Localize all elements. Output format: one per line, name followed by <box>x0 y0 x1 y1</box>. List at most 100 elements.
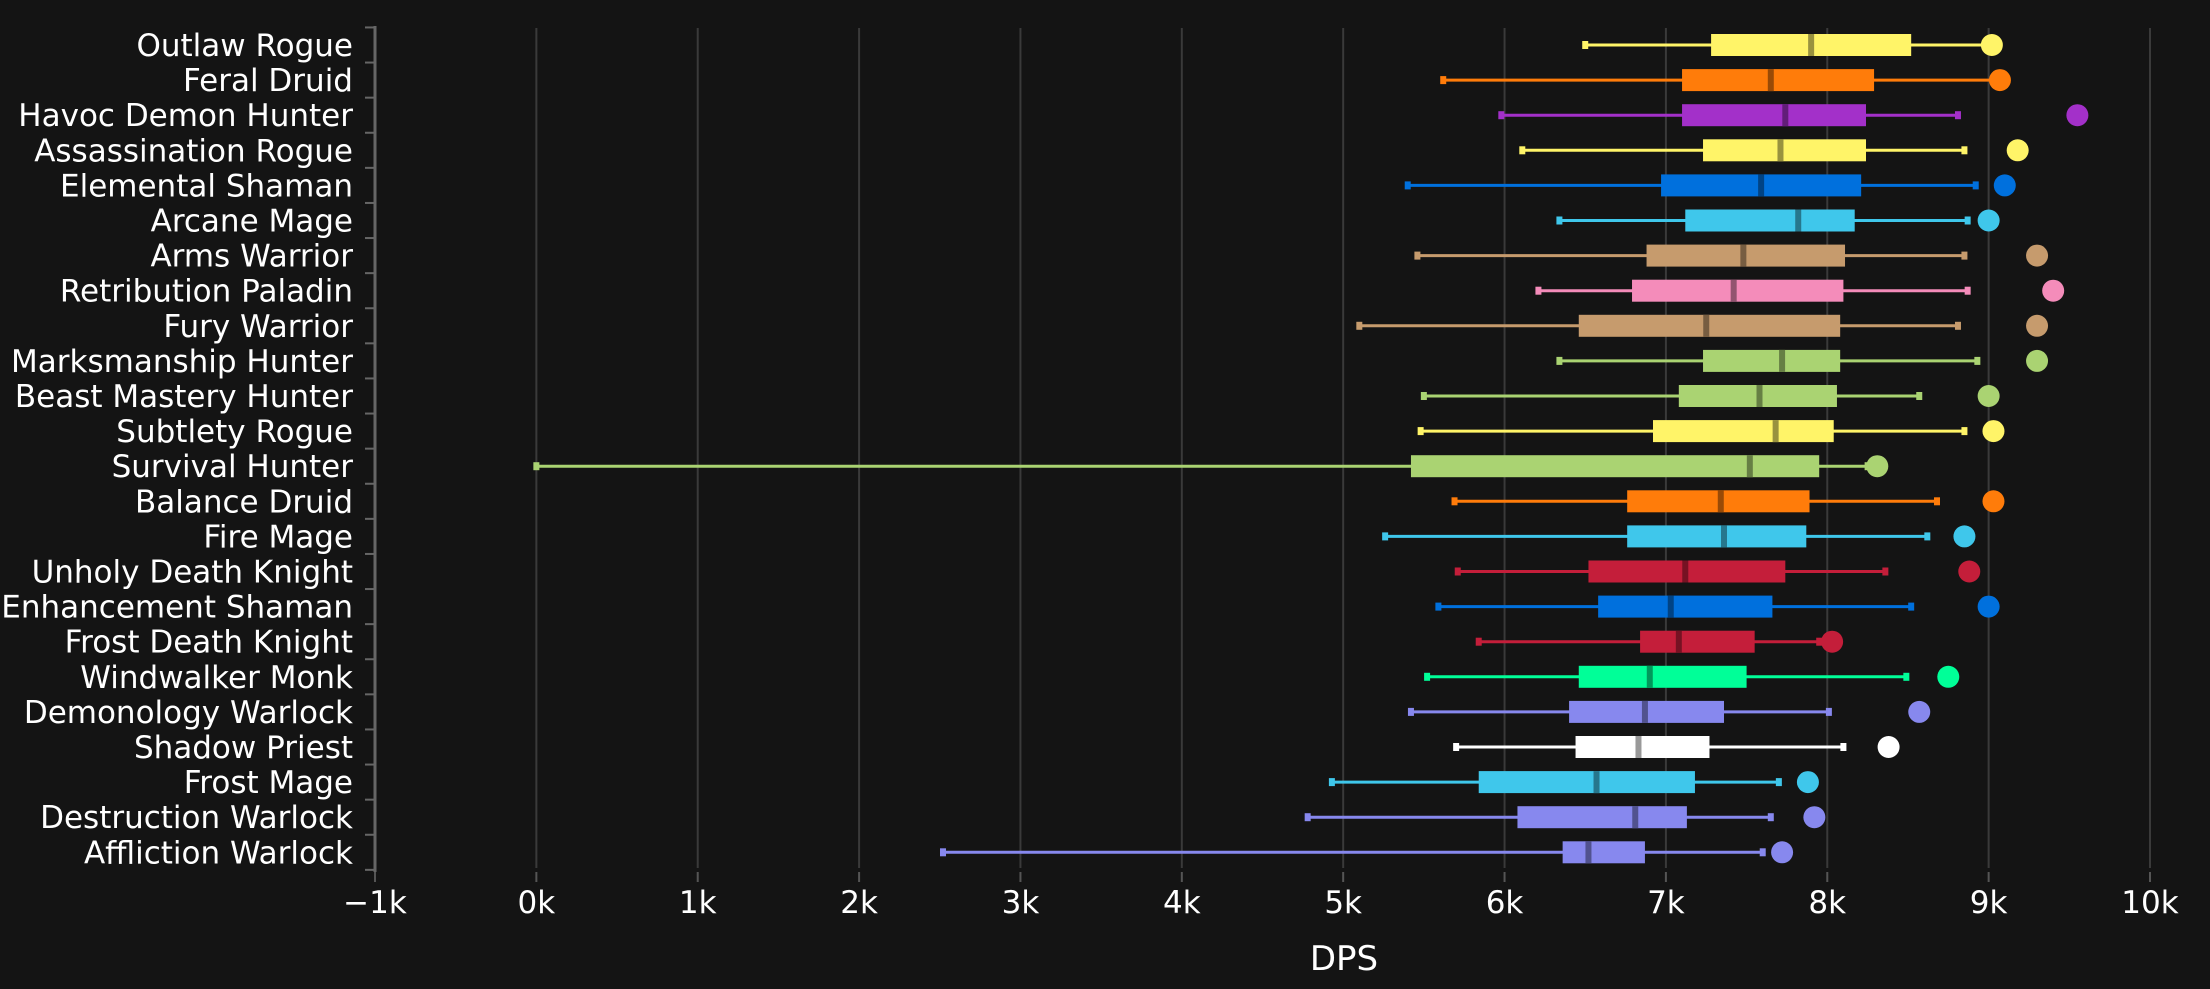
x-tick-label: 7k <box>1647 885 1685 921</box>
median-mark <box>1730 279 1737 302</box>
category-label: Demonology Warlock <box>24 695 353 731</box>
whisker-min-cap <box>1453 743 1460 751</box>
category-label: Retribution Paladin <box>60 274 353 310</box>
category-label: Arms Warrior <box>150 239 353 275</box>
box-outlaw-rogue <box>1582 34 2003 56</box>
iqr-box <box>1685 209 1855 232</box>
whisker-min-cap <box>940 848 946 857</box>
category-label: Unholy Death Knight <box>32 555 353 591</box>
x-tick-label: −1k <box>343 885 407 921</box>
median-mark <box>1740 244 1747 267</box>
category-label: Havoc Demon Hunter <box>18 98 353 134</box>
outlier-point <box>1982 490 2005 513</box>
category-label: Assassination Rogue <box>34 133 353 169</box>
category-label: Destruction Warlock <box>40 800 353 836</box>
whisker-max-cap <box>1954 321 1961 330</box>
category-label: Subtlety Rogue <box>116 414 353 450</box>
outlier-point <box>1877 736 1900 758</box>
category-label: Beast Mastery Hunter <box>15 379 353 415</box>
outlier-point <box>1771 841 1794 864</box>
grid-layer <box>535 28 2151 868</box>
x-tick-label: 6k <box>1486 885 1524 921</box>
box-unholy-death-knight <box>1454 560 1981 583</box>
whisker-max-cap <box>1961 427 1968 436</box>
category-label: Frost Mage <box>184 765 353 801</box>
median-mark <box>1772 420 1779 443</box>
whisker-max-cap <box>1964 216 1971 225</box>
outlier-point <box>1908 700 1931 723</box>
x-tick-label: 4k <box>1163 885 1201 921</box>
iqr-box <box>1562 841 1645 864</box>
category-label: Frost Death Knight <box>65 625 353 661</box>
iqr-box <box>1682 69 1875 92</box>
box-subtlety-rogue <box>1417 420 2005 443</box>
outlier-point <box>1980 34 2003 56</box>
whisker-min-cap <box>1328 778 1335 787</box>
outlier-point <box>1977 209 2000 232</box>
x-tick-label: 8k <box>1808 885 1846 921</box>
median-mark <box>1646 665 1653 688</box>
whisker-max-cap <box>1954 111 1961 120</box>
outlier-point <box>1993 174 2016 197</box>
median-mark <box>1721 525 1727 548</box>
whisker-max-cap <box>1759 848 1766 857</box>
x-tick-label: 3k <box>1002 885 1040 921</box>
whisker-max-cap <box>1908 602 1915 611</box>
median-mark <box>1703 314 1710 337</box>
iqr-box <box>1598 595 1773 618</box>
outlier-point <box>1937 665 1960 688</box>
box-arms-warrior <box>1414 244 2049 267</box>
category-label: Elemental Shaman <box>60 168 353 204</box>
median-mark <box>1632 806 1639 829</box>
iqr-box <box>1653 420 1834 443</box>
outlier-point <box>1821 630 1844 653</box>
box-retribution-paladin <box>1535 279 2065 302</box>
whisker-max-cap <box>1964 286 1971 295</box>
median-mark <box>1777 139 1784 162</box>
box-affliction-warlock <box>940 841 1794 864</box>
whisker-max-cap <box>1974 356 1981 365</box>
outlier-point <box>1988 69 2011 92</box>
box-frost-mage <box>1328 771 1819 794</box>
median-mark <box>1808 34 1815 56</box>
whisker-min-cap <box>1417 427 1424 436</box>
x-tick-label: 1k <box>679 885 717 921</box>
outlier-point <box>2066 104 2089 127</box>
x-tick-label: 2k <box>840 885 878 921</box>
box-shadow-priest <box>1453 736 1900 758</box>
median-mark <box>1593 771 1600 794</box>
median-mark <box>1782 104 1789 127</box>
whisker-max-cap <box>1825 707 1832 716</box>
whisker-min-cap <box>1451 497 1458 506</box>
whisker-max-cap <box>1972 181 1979 190</box>
iqr-box <box>1517 806 1687 829</box>
median-mark <box>1635 736 1642 758</box>
outlier-point <box>1866 455 1889 478</box>
whisker-min-cap <box>1519 146 1526 155</box>
outlier-point <box>2042 279 2065 302</box>
median-mark <box>1641 700 1648 723</box>
iqr-box <box>1703 349 1841 372</box>
whisker-min-cap <box>1382 532 1389 541</box>
category-label: Affliction Warlock <box>84 835 353 871</box>
iqr-box <box>1627 525 1807 548</box>
category-label: Feral Druid <box>183 63 353 99</box>
x-tick-label: 5k <box>1324 885 1362 921</box>
category-label: Windwalker Monk <box>80 660 353 696</box>
whisker-max-cap <box>1961 146 1968 155</box>
category-label: Survival Hunter <box>112 449 354 485</box>
axis-layer: −1k 0k 1k 2k 3k 4k 5k 6k 7k 8k 9k 10k <box>343 26 2179 921</box>
iqr-box <box>1575 736 1710 758</box>
category-label: Balance Druid <box>135 484 353 520</box>
whisker-min-cap <box>1414 251 1421 260</box>
category-label: Enhancement Shaman <box>1 590 353 626</box>
whisker-min-cap <box>1435 602 1442 611</box>
outlier-point <box>1796 771 1819 794</box>
x-tick-label: 9k <box>1970 885 2008 921</box>
whisker-min-cap <box>1535 286 1542 295</box>
median-mark <box>1795 209 1802 232</box>
whisker-min-cap <box>1556 216 1563 225</box>
whisker-max-cap <box>1840 743 1847 751</box>
